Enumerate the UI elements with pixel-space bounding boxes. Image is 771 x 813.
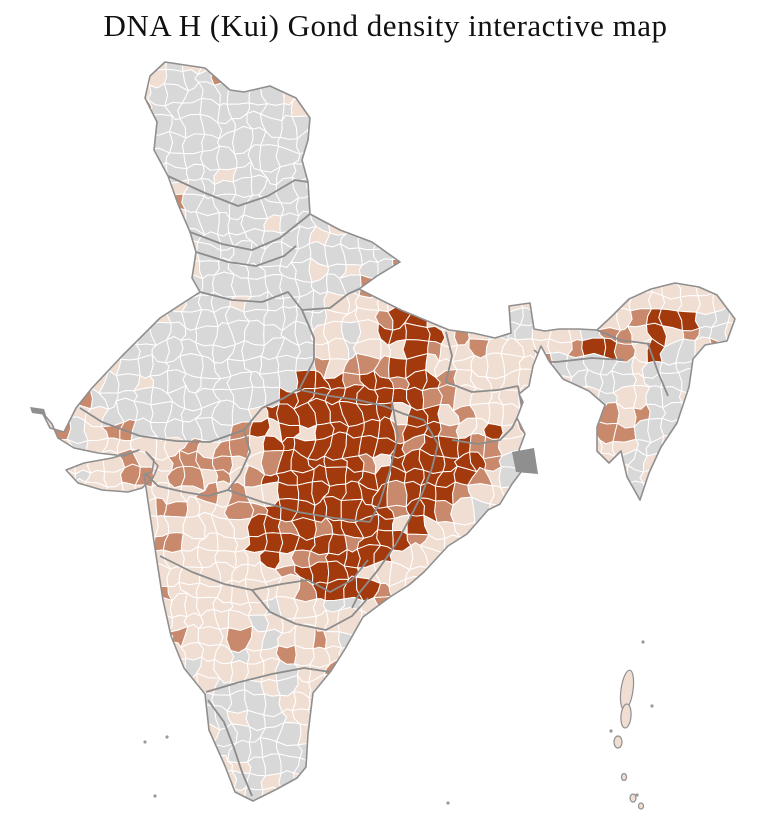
district-cell[interactable] — [99, 338, 122, 361]
state-border — [79, 407, 245, 443]
state-border — [195, 245, 297, 267]
island[interactable] — [620, 703, 632, 729]
district-cell[interactable] — [660, 273, 682, 300]
district-cell[interactable] — [307, 708, 332, 724]
coastline — [41, 61, 736, 802]
district-cell[interactable] — [642, 482, 667, 502]
state-border — [167, 175, 309, 207]
district-cell[interactable] — [391, 258, 411, 285]
district-cell[interactable] — [681, 400, 700, 419]
district-cell[interactable] — [386, 479, 408, 508]
state-border — [159, 555, 369, 593]
district-cell[interactable] — [374, 387, 395, 405]
island[interactable] — [637, 802, 645, 810]
district-cell[interactable] — [579, 452, 602, 474]
district-cell[interactable] — [215, 785, 235, 807]
district-cell[interactable] — [642, 453, 667, 473]
district-cell[interactable] — [611, 275, 637, 299]
district-cell[interactable] — [176, 259, 204, 280]
island[interactable] — [620, 772, 628, 782]
district-cell[interactable] — [309, 194, 331, 215]
district-cell[interactable] — [372, 233, 398, 251]
island-speck — [153, 794, 157, 798]
district-cell[interactable] — [130, 99, 153, 122]
district-cell[interactable] — [443, 534, 462, 554]
island[interactable] — [613, 735, 623, 749]
state-border — [369, 401, 399, 523]
district-cell[interactable] — [564, 385, 587, 410]
district-cell[interactable] — [487, 402, 504, 427]
district-cell[interactable] — [388, 356, 408, 379]
district-mesh — [51, 62, 746, 810]
state-border — [351, 543, 397, 609]
state-border — [299, 389, 425, 421]
district-cell[interactable] — [359, 610, 380, 635]
state-border — [251, 589, 369, 631]
state-border — [243, 359, 315, 431]
district-cell[interactable] — [264, 532, 284, 553]
island-speck — [635, 793, 639, 797]
district-cell[interactable] — [293, 772, 315, 794]
district-cell[interactable] — [724, 322, 746, 346]
district-cell[interactable] — [309, 561, 330, 586]
state-border — [205, 667, 331, 693]
district-cell[interactable] — [51, 453, 77, 475]
district-cell[interactable] — [83, 355, 110, 372]
district-cell[interactable] — [133, 66, 150, 86]
district-cell[interactable] — [467, 320, 491, 341]
island[interactable] — [629, 793, 637, 803]
state-border — [227, 489, 371, 523]
district-cell[interactable] — [520, 307, 539, 327]
district-cell[interactable] — [290, 96, 316, 118]
island-speck — [143, 740, 147, 744]
district-cell[interactable] — [165, 206, 187, 235]
district-cell[interactable] — [130, 513, 159, 539]
island-speck — [446, 801, 450, 805]
state-border — [145, 429, 251, 497]
district-cell[interactable] — [324, 466, 348, 487]
island-speck — [650, 704, 654, 708]
district-cell[interactable] — [323, 673, 349, 698]
state-border — [189, 213, 311, 251]
island-speck — [609, 729, 613, 733]
district-cell[interactable] — [581, 304, 601, 331]
district-cell[interactable] — [244, 786, 264, 810]
island-speck — [165, 735, 169, 739]
island-speck — [641, 640, 645, 644]
district-cell[interactable] — [661, 435, 681, 458]
state-border — [445, 331, 519, 393]
district-cell[interactable] — [306, 129, 330, 152]
district-cell[interactable] — [134, 531, 156, 553]
state-border — [199, 291, 315, 360]
district-cell[interactable] — [73, 478, 87, 502]
map-title: DNA H (Kui) Gond density interactive map — [103, 8, 668, 43]
state-border — [301, 288, 360, 311]
state-border — [395, 419, 439, 545]
state-border — [207, 699, 253, 797]
district-cell[interactable] — [262, 753, 282, 777]
district-cell[interactable] — [276, 354, 298, 373]
district-cell[interactable] — [226, 81, 252, 105]
district-cell[interactable] — [596, 452, 618, 474]
district-cell[interactable] — [163, 501, 189, 518]
district-cell[interactable] — [474, 521, 488, 540]
state-border — [647, 343, 669, 397]
state-border — [596, 329, 651, 345]
district-cell[interactable] — [146, 179, 173, 199]
